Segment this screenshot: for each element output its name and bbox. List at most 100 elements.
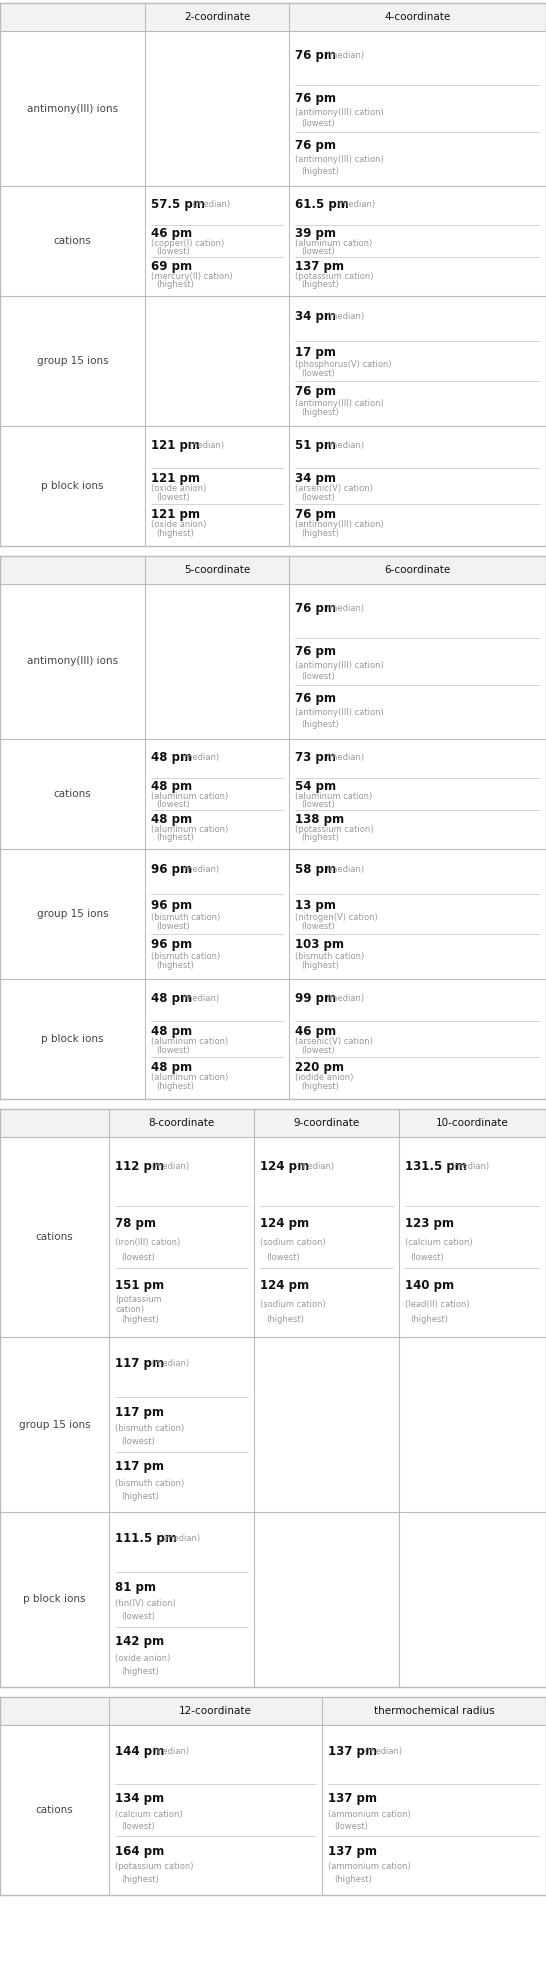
Text: 96 pm: 96 pm bbox=[151, 900, 192, 912]
Text: (median): (median) bbox=[187, 442, 225, 450]
Text: (lowest): (lowest) bbox=[301, 1046, 335, 1054]
Text: 76 pm: 76 pm bbox=[295, 507, 336, 521]
Text: (highest): (highest) bbox=[301, 529, 339, 537]
Text: (median): (median) bbox=[326, 753, 364, 761]
Bar bbox=[0, 557, 546, 1098]
Text: (lowest): (lowest) bbox=[301, 119, 335, 129]
Text: 138 pm: 138 pm bbox=[295, 813, 345, 826]
Text: (highest): (highest) bbox=[301, 832, 339, 842]
Text: (calcium cation): (calcium cation) bbox=[115, 1810, 183, 1819]
Text: 58 pm: 58 pm bbox=[295, 864, 336, 876]
Text: (median): (median) bbox=[326, 866, 364, 874]
Bar bbox=[0, 4, 546, 32]
Text: 112 pm: 112 pm bbox=[115, 1159, 164, 1173]
Text: 124 pm: 124 pm bbox=[260, 1217, 309, 1229]
Text: (arsenic(V) cation): (arsenic(V) cation) bbox=[295, 484, 373, 494]
Text: 46 pm: 46 pm bbox=[295, 1025, 336, 1039]
Text: 124 pm: 124 pm bbox=[260, 1159, 309, 1173]
Text: (aluminum cation): (aluminum cation) bbox=[295, 793, 372, 801]
Text: 13 pm: 13 pm bbox=[295, 900, 336, 912]
Text: group 15 ions: group 15 ions bbox=[37, 910, 108, 920]
Text: 140 pm: 140 pm bbox=[405, 1278, 454, 1292]
Text: 137 pm: 137 pm bbox=[328, 1744, 377, 1758]
Text: 121 pm: 121 pm bbox=[151, 507, 200, 521]
Text: 9-coordinate: 9-coordinate bbox=[293, 1118, 359, 1128]
Text: 121 pm: 121 pm bbox=[151, 440, 200, 452]
Text: 81 pm: 81 pm bbox=[115, 1582, 156, 1594]
Text: (antimony(III) cation): (antimony(III) cation) bbox=[295, 708, 384, 717]
Text: (highest): (highest) bbox=[301, 961, 339, 971]
Text: 12-coordinate: 12-coordinate bbox=[179, 1707, 252, 1716]
Text: (lowest): (lowest) bbox=[121, 1253, 155, 1263]
Text: (lowest): (lowest) bbox=[157, 801, 191, 809]
Text: (phosphorus(V) cation): (phosphorus(V) cation) bbox=[295, 359, 392, 369]
Text: (lowest): (lowest) bbox=[121, 1437, 155, 1447]
Text: (lowest): (lowest) bbox=[157, 922, 191, 932]
Text: 220 pm: 220 pm bbox=[295, 1060, 345, 1074]
Text: 39 pm: 39 pm bbox=[295, 228, 336, 240]
Text: 76 pm: 76 pm bbox=[295, 644, 336, 658]
Text: (highest): (highest) bbox=[157, 1082, 194, 1090]
Text: (median): (median) bbox=[192, 200, 230, 208]
Text: 103 pm: 103 pm bbox=[295, 937, 345, 951]
Text: (highest): (highest) bbox=[121, 1875, 159, 1885]
Text: 76 pm: 76 pm bbox=[295, 139, 336, 153]
Text: (lowest): (lowest) bbox=[266, 1253, 300, 1263]
Text: (lowest): (lowest) bbox=[411, 1253, 444, 1263]
Text: 123 pm: 123 pm bbox=[405, 1217, 454, 1229]
Text: 2-coordinate: 2-coordinate bbox=[184, 12, 250, 22]
Text: (lowest): (lowest) bbox=[157, 494, 191, 501]
Text: (bismuth cation): (bismuth cation) bbox=[115, 1425, 185, 1433]
Bar bbox=[0, 4, 546, 545]
Text: (arsenic(V) cation): (arsenic(V) cation) bbox=[295, 1037, 373, 1046]
Text: (aluminum cation): (aluminum cation) bbox=[295, 240, 372, 248]
Text: (aluminum cation): (aluminum cation) bbox=[151, 793, 228, 801]
Text: 76 pm: 76 pm bbox=[295, 603, 336, 614]
Text: (aluminum cation): (aluminum cation) bbox=[151, 1037, 228, 1046]
Text: 61.5 pm: 61.5 pm bbox=[295, 198, 349, 210]
Text: (median): (median) bbox=[326, 52, 364, 59]
Text: (oxide anion): (oxide anion) bbox=[115, 1653, 170, 1663]
Text: thermochemical radius: thermochemical radius bbox=[374, 1707, 494, 1716]
Text: (iodide anion): (iodide anion) bbox=[295, 1074, 354, 1082]
Text: 48 pm: 48 pm bbox=[151, 781, 192, 793]
Text: (highest): (highest) bbox=[301, 408, 339, 418]
Text: 46 pm: 46 pm bbox=[151, 228, 192, 240]
Text: 48 pm: 48 pm bbox=[151, 813, 192, 826]
Bar bbox=[0, 1110, 546, 1687]
Text: (mercury(II) cation): (mercury(II) cation) bbox=[151, 272, 233, 281]
Text: 137 pm: 137 pm bbox=[328, 1845, 377, 1857]
Text: 8-coordinate: 8-coordinate bbox=[149, 1118, 215, 1128]
Text: (bismuth cation): (bismuth cation) bbox=[295, 951, 365, 961]
Text: 48 pm: 48 pm bbox=[151, 1060, 192, 1074]
Text: (median): (median) bbox=[364, 1746, 402, 1756]
Text: (potassium
cation): (potassium cation) bbox=[115, 1294, 162, 1314]
Text: (ammonium cation): (ammonium cation) bbox=[328, 1863, 411, 1871]
Text: 69 pm: 69 pm bbox=[151, 260, 192, 274]
Text: antimony(III) ions: antimony(III) ions bbox=[27, 656, 118, 666]
Text: 10-coordinate: 10-coordinate bbox=[436, 1118, 509, 1128]
Text: 34 pm: 34 pm bbox=[295, 472, 336, 484]
Text: (bismuth cation): (bismuth cation) bbox=[151, 912, 220, 922]
Text: 48 pm: 48 pm bbox=[151, 1025, 192, 1039]
Text: 142 pm: 142 pm bbox=[115, 1635, 164, 1649]
Text: (median): (median) bbox=[326, 605, 364, 612]
Text: 76 pm: 76 pm bbox=[295, 50, 336, 61]
Bar bbox=[0, 1697, 546, 1724]
Text: (median): (median) bbox=[326, 995, 364, 1003]
Text: 76 pm: 76 pm bbox=[295, 692, 336, 706]
Text: (median): (median) bbox=[326, 313, 364, 321]
Text: 76 pm: 76 pm bbox=[295, 91, 336, 105]
Text: (highest): (highest) bbox=[301, 279, 339, 289]
Text: (lowest): (lowest) bbox=[301, 248, 335, 256]
Text: (median): (median) bbox=[181, 995, 219, 1003]
Text: cations: cations bbox=[54, 789, 91, 799]
Text: (antimony(III) cation): (antimony(III) cation) bbox=[295, 398, 384, 408]
Text: (median): (median) bbox=[326, 442, 364, 450]
Text: (highest): (highest) bbox=[121, 1667, 159, 1675]
Text: (antimony(III) cation): (antimony(III) cation) bbox=[295, 521, 384, 529]
Text: (oxide anion): (oxide anion) bbox=[151, 484, 206, 494]
Text: 57.5 pm: 57.5 pm bbox=[151, 198, 205, 210]
Text: (median): (median) bbox=[337, 200, 375, 208]
Text: (lowest): (lowest) bbox=[301, 801, 335, 809]
